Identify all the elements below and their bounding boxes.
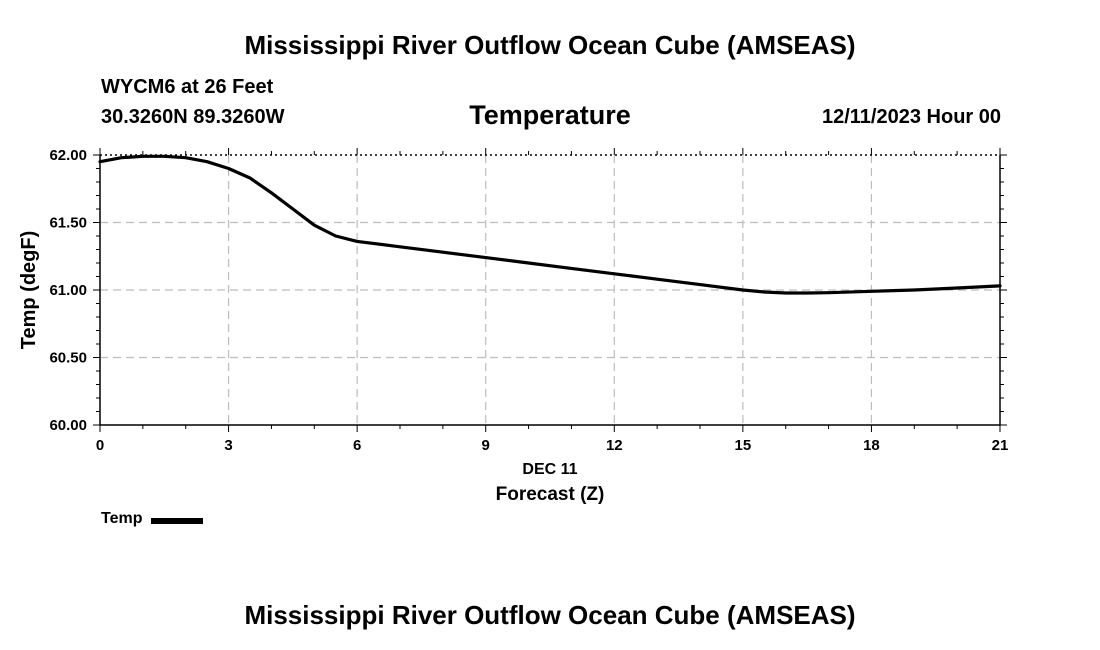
y-axis-label: Temp (degF) [18,231,40,350]
y-tick-label: 60.00 [49,417,87,434]
coordinates-label: 30.3260N 89.3260W [101,106,285,128]
chart-title: Temperature [469,100,631,130]
footer-title: Mississippi River Outflow Ocean Cube (AM… [244,600,856,630]
run-time-label: 12/11/2023 Hour 00 [821,106,1001,128]
station-label: WYCM6 at 26 Feet [101,76,274,98]
x-tick-label: 12 [606,437,623,454]
x-axis-sublabel: DEC 11 [522,461,577,478]
x-tick-label: 9 [482,437,490,454]
main-title: Mississippi River Outflow Ocean Cube (AM… [244,30,856,60]
legend-line-swatch [151,517,204,524]
legend-label: Temp [101,510,143,527]
x-tick-label: 6 [353,437,361,454]
y-tick-label: 61.00 [49,282,87,299]
y-tick-label: 62.00 [49,147,87,164]
legend: Temp [101,510,204,528]
y-tick-label: 60.50 [49,350,87,367]
x-tick-label: 18 [863,437,880,454]
x-tick-label: 15 [735,437,752,454]
x-tick-label: 3 [224,437,232,454]
series-line-temp [98,154,1002,295]
x-tick-label: 0 [96,437,104,454]
x-tick-label: 21 [992,437,1009,454]
x-axis-label: Forecast (Z) [496,484,605,505]
y-tick-label: 61.50 [49,215,87,232]
